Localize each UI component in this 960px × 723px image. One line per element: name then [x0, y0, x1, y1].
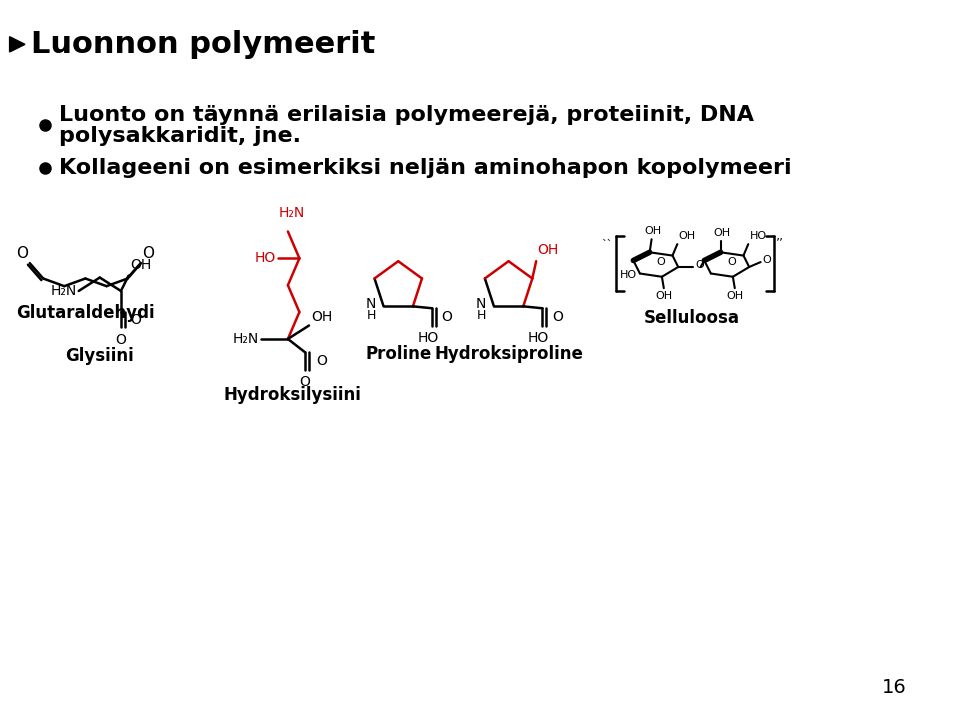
- Text: Glysiini: Glysiini: [65, 347, 134, 365]
- Text: H₂N: H₂N: [51, 284, 77, 298]
- Text: O: O: [762, 255, 771, 265]
- Text: H₂N: H₂N: [278, 206, 305, 220]
- Text: Proline: Proline: [365, 346, 431, 363]
- Text: O: O: [16, 247, 28, 261]
- Text: H₂N: H₂N: [233, 332, 259, 346]
- Text: ``: ``: [601, 240, 612, 250]
- Text: OH: OH: [644, 226, 661, 236]
- Text: OH: OH: [538, 244, 559, 257]
- Text: 16: 16: [882, 678, 907, 697]
- Text: OH: OH: [656, 291, 672, 301]
- Text: Selluloosa: Selluloosa: [643, 309, 739, 327]
- Text: ’’: ’’: [776, 236, 784, 249]
- Text: O: O: [115, 333, 127, 347]
- Text: Luonnon polymeerit: Luonnon polymeerit: [31, 30, 375, 59]
- Text: Luonto on täynnä erilaisia polymeerejä, proteiinit, DNA: Luonto on täynnä erilaisia polymeerejä, …: [60, 106, 755, 125]
- Text: Kollageeni on esimerkiksi neljän aminohapon kopolymeeri: Kollageeni on esimerkiksi neljän aminoha…: [60, 158, 792, 178]
- Text: HO: HO: [418, 331, 439, 346]
- Text: H: H: [367, 309, 376, 322]
- Text: Glutaraldehydi: Glutaraldehydi: [16, 304, 155, 322]
- Text: OH: OH: [131, 258, 152, 272]
- Text: O: O: [317, 354, 327, 368]
- Text: HO: HO: [528, 331, 549, 346]
- Text: O: O: [696, 260, 705, 270]
- Text: N: N: [476, 297, 487, 312]
- Text: HO: HO: [255, 252, 276, 265]
- Text: O: O: [727, 257, 736, 267]
- Text: H: H: [477, 309, 487, 322]
- Text: O: O: [131, 313, 141, 327]
- Text: O: O: [442, 310, 452, 324]
- Text: Hydroksilysiini: Hydroksilysiini: [224, 385, 362, 403]
- Text: polysakkaridit, jne.: polysakkaridit, jne.: [60, 127, 301, 147]
- Text: N: N: [366, 297, 376, 312]
- Text: HO: HO: [620, 270, 637, 281]
- Text: OH: OH: [713, 228, 731, 238]
- Text: Hydroksiproline: Hydroksiproline: [434, 346, 583, 363]
- Text: OH: OH: [311, 309, 332, 324]
- Text: HO: HO: [750, 231, 767, 241]
- Polygon shape: [10, 37, 25, 52]
- Text: O: O: [657, 257, 665, 267]
- Text: O: O: [142, 247, 154, 261]
- Text: OH: OH: [679, 231, 695, 241]
- Text: O: O: [552, 310, 563, 324]
- Text: OH: OH: [726, 291, 743, 301]
- Text: O: O: [300, 375, 311, 390]
